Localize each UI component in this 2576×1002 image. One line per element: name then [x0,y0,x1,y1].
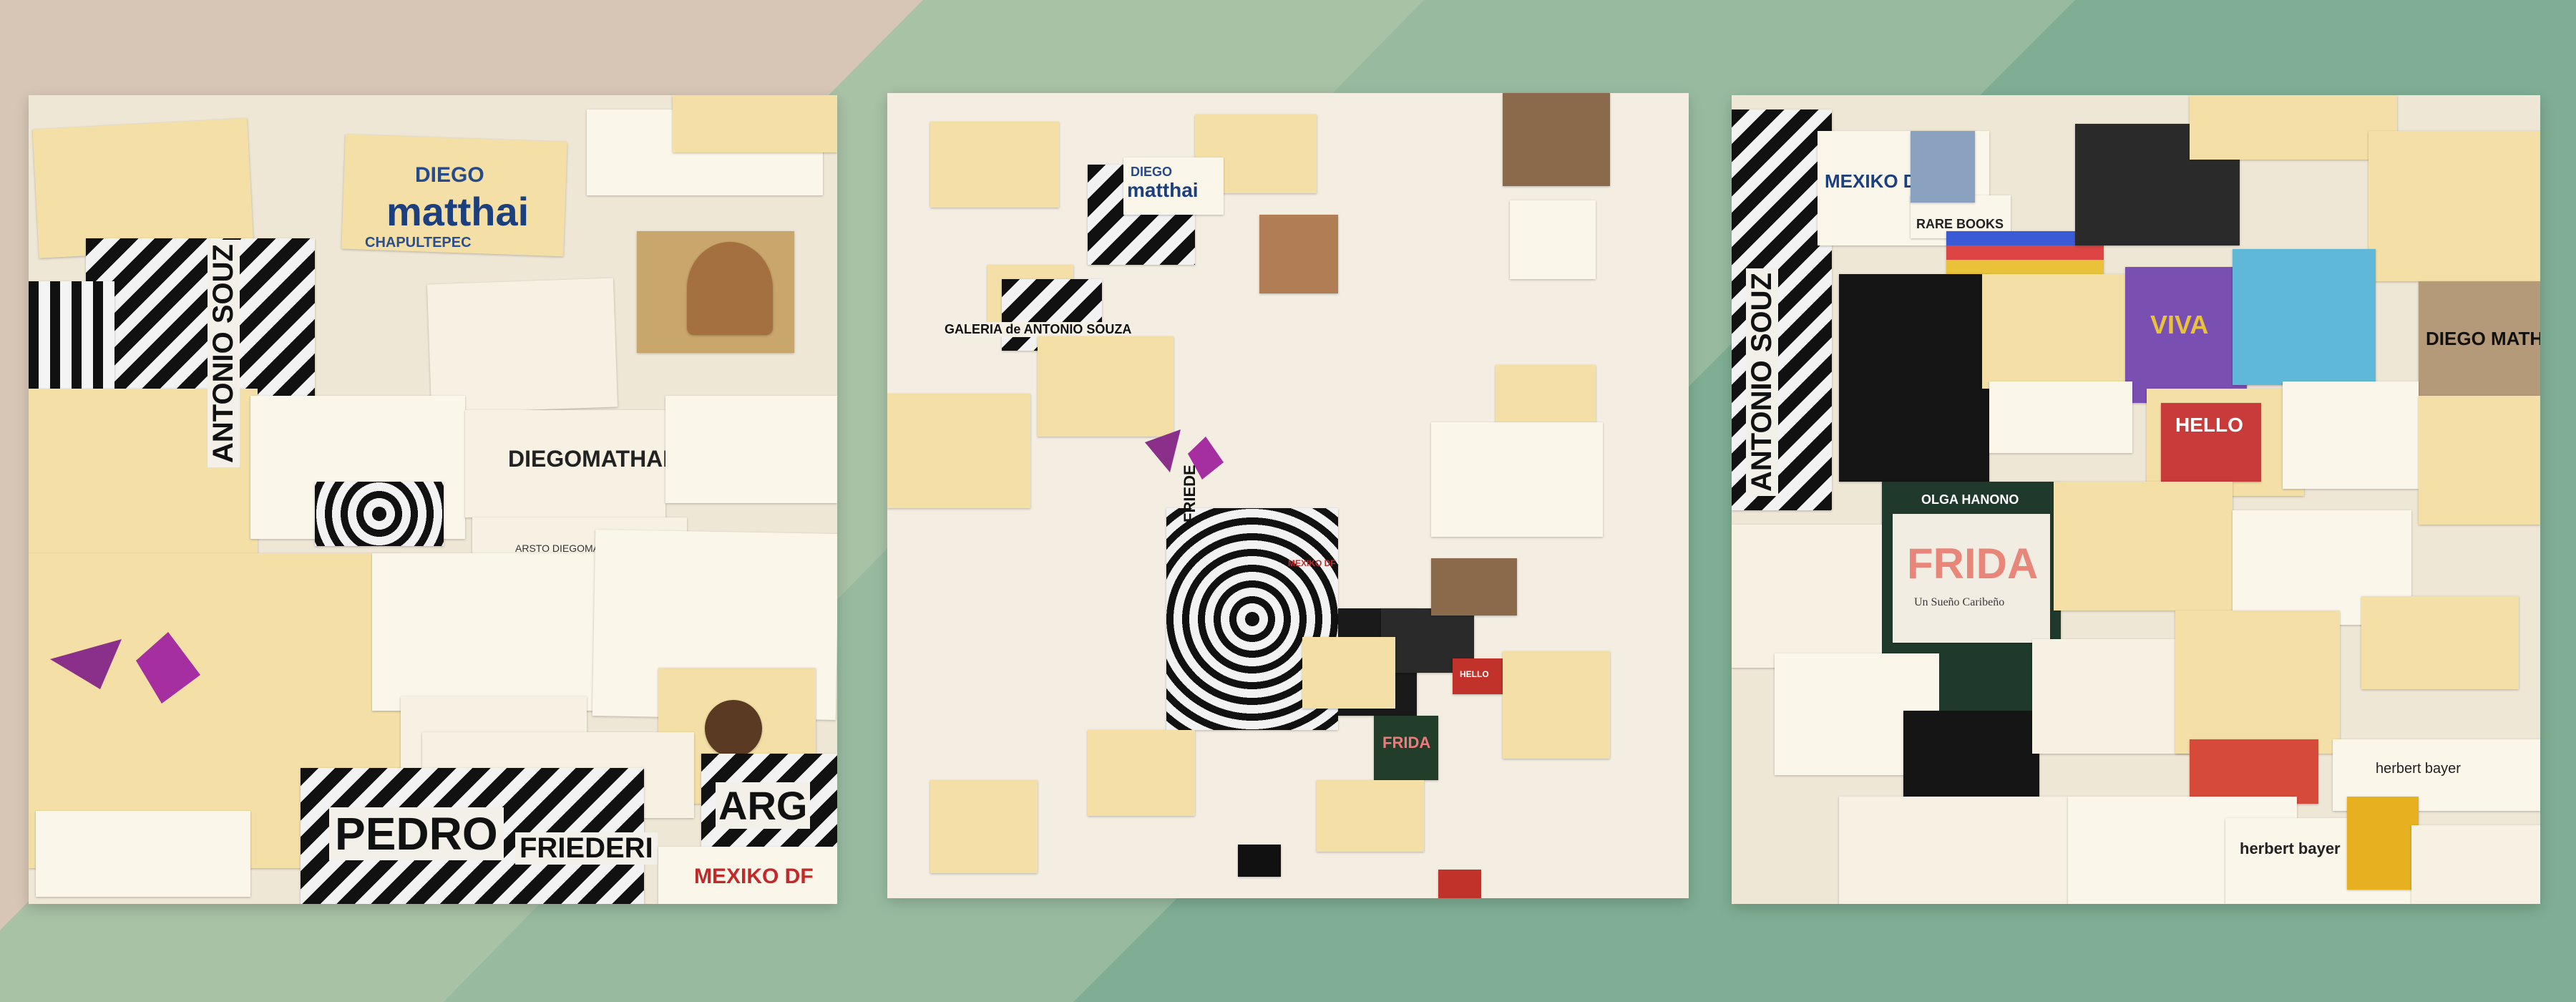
viva-label: VIVA [2150,310,2209,339]
antonio-label: ANTONIO SOUZ [1746,268,1778,496]
frida-label: FRIDA [1382,734,1431,752]
friede-label: FRIEDE [1181,464,1199,522]
matthai-label: matthai [386,189,530,234]
herbert-bayer-label: herbert bayer [2376,761,2461,777]
galeria-label: GALERIA de ANTONIO SOUZA [945,322,1132,337]
diego-label: DIEGO [1131,165,1173,179]
diegomati-label: DIEGOMATHAI [508,446,670,472]
mexiko-label: MEXIKO DF [694,865,814,888]
hello-label: HELLO [1460,669,1489,679]
hello-label: HELLO [2175,414,2243,436]
friederi-label: FRIEDERI [515,832,658,865]
antonio-label: ANTONIO SOUZ [208,240,240,467]
chapultepec-label: CHAPULTEPEC [365,235,472,250]
right-collage-panel: ANTONIO SOUZ MEXIKO DF RARE BOOKS DIEGO … [1732,95,2540,904]
diego-label: DIEGO [415,163,484,187]
left-collage-panel: DIEGO matthai CHAPULTEPEC DIEGOMATHAI AR… [29,95,837,904]
olga-hanono-label: OLGA HANONO [1921,492,2019,507]
matthai-label: matthai [1127,179,1199,201]
frida-title: FRIDA [1907,540,2039,588]
mexiko-label: MEXIKO DF [1288,558,1336,568]
diego-math-label: DIEGO MATH [2426,328,2540,349]
pedro-label: PEDRO [329,807,504,860]
herbert-bayer-label-2: herbert bayer [2240,840,2341,857]
arg-label: ARG [716,782,811,829]
center-collage-panel: DIEGO matthai GALERIA de ANTONIO SOUZA F… [887,93,1689,898]
rare-books-label: RARE BOOKS [1916,217,2004,231]
sueno-label: Un Sueño Caribeño [1914,596,2005,608]
